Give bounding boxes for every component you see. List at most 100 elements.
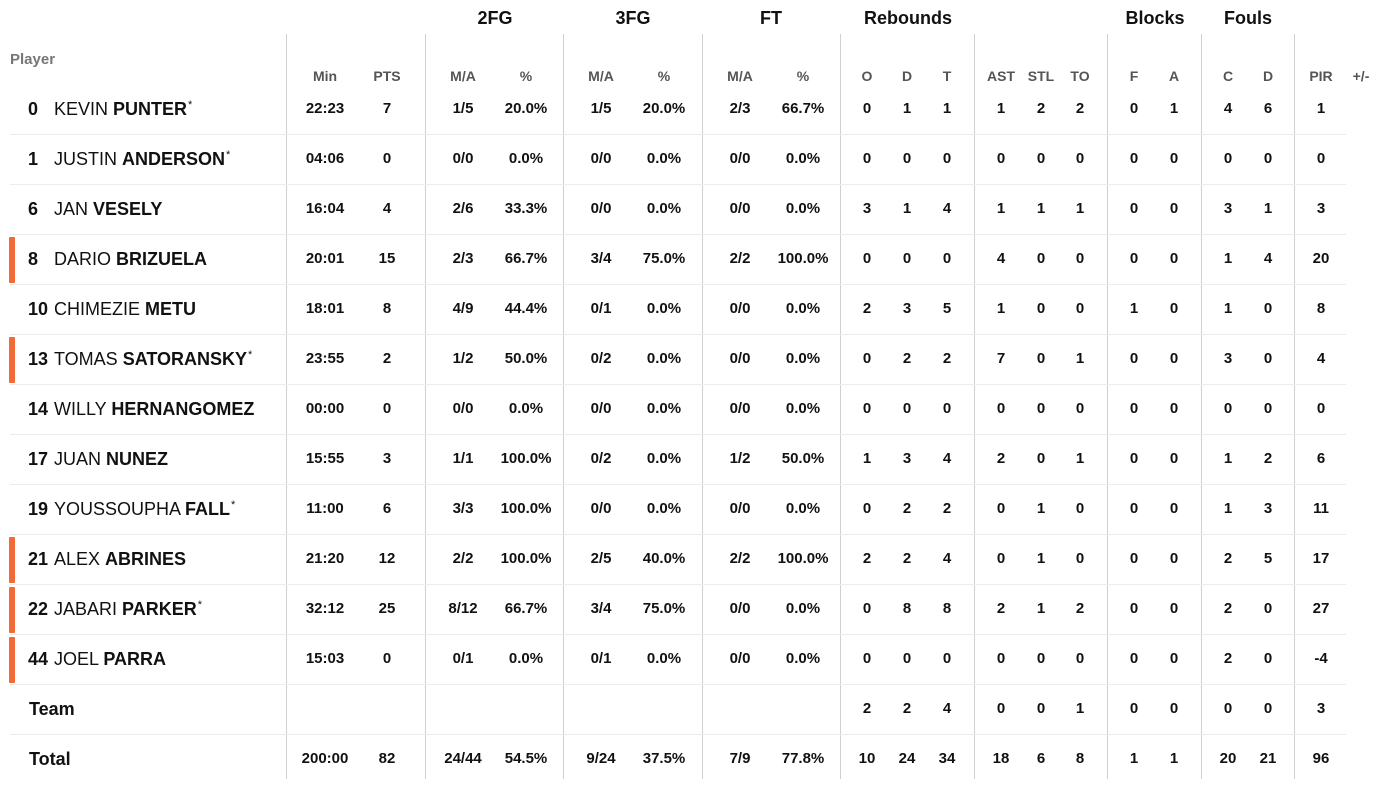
table-row[interactable]: 6 JAN VESELY 16:04 4 2/6 33.3% 0/0 0.0% 0/0 0.0% 3… [0, 185, 1373, 235]
player-last-name: BRIZUELA [116, 249, 208, 269]
stat-cell: 0 [1223, 700, 1233, 717]
stat-cell: 96 [1312, 750, 1330, 767]
column-header: O [861, 68, 873, 84]
column-divider [563, 34, 564, 779]
column-divider [1107, 34, 1108, 779]
group-header-blocks: Blocks [1125, 8, 1185, 28]
column-header: M/A [450, 68, 476, 84]
stat-cell: 5 [942, 300, 952, 317]
stat-cell: 1 [1036, 600, 1046, 617]
stat-cell: 0/0 [729, 300, 751, 317]
column-header: AST [987, 68, 1015, 84]
stat-cell: 6 [382, 500, 392, 517]
stat-cell: 0.0% [646, 200, 682, 217]
stat-cell: 0 [1263, 400, 1273, 417]
table-row[interactable]: 0 KEVIN PUNTER* 22:23 7 1/5 20.0% 1/5 20.0% 2/3 6… [0, 85, 1373, 135]
stat-cell: 0 [942, 400, 952, 417]
stat-cell: 0 [1129, 250, 1139, 267]
stat-cell: 3/4 [590, 250, 612, 267]
stat-cell: 20 [1312, 250, 1330, 267]
column-header: T [942, 68, 952, 84]
table-row[interactable]: 13 TOMAS SATORANSKY* 23:55 2 1/2 50.0% 0/2 0.0%… [0, 335, 1373, 385]
player-last-name: HERNANGOMEZ [111, 399, 255, 419]
stat-cell: 18:01 [305, 300, 345, 317]
stat-cell: 1 [1169, 750, 1179, 767]
stat-cell: 3 [862, 200, 872, 217]
player-name[interactable]: JOEL PARRA [54, 649, 166, 670]
column-header: A [1168, 68, 1180, 84]
group-header-3fg: 3FG [615, 8, 651, 28]
table-row[interactable]: 14 WILLY HERNANGOMEZ 00:00 0 0/0 0.0% 0/0 0.0% 0… [0, 385, 1373, 435]
player-last-name: PUNTER [113, 99, 188, 119]
stat-cell: 1 [1316, 100, 1326, 117]
stat-cell: 3 [1263, 500, 1273, 517]
stat-cell: 0 [942, 650, 952, 667]
player-number: 19 [28, 499, 49, 519]
player-name[interactable]: DARIO BRIZUELA [54, 249, 207, 270]
stat-cell: 1 [996, 300, 1006, 317]
stat-cell: 2 [942, 350, 952, 367]
player-last-name: PARRA [103, 649, 167, 669]
stat-cell: 1 [1223, 450, 1233, 467]
stat-cell: 10 [858, 750, 876, 767]
player-name[interactable]: JABARI PARKER* [54, 599, 202, 620]
stat-cell: 21 [1259, 750, 1277, 767]
stat-cell: 1 [1036, 550, 1046, 567]
stat-cell: 2 [382, 350, 392, 367]
stat-cell: 100.0% [777, 250, 829, 267]
player-name[interactable]: JUSTIN ANDERSON* [54, 149, 230, 170]
stat-cell: 0.0% [508, 650, 544, 667]
stat-cell: 11 [1313, 500, 1329, 517]
table-row[interactable]: 8 DARIO BRIZUELA 20:01 15 2/3 66.7% 3/4 75.0% 2/… [0, 235, 1373, 285]
stat-cell: 1 [1075, 700, 1085, 717]
stat-cell: 4 [996, 250, 1006, 267]
stat-cell: 4 [942, 550, 952, 567]
stat-cell: 0 [1263, 150, 1273, 167]
player-name[interactable]: ALEX ABRINES [54, 549, 186, 570]
table-row[interactable]: 44 JOEL PARRA 15:03 0 0/1 0.0% 0/1 0.0% 0/0 0.0% 0… [0, 635, 1373, 685]
player-name[interactable]: WILLY HERNANGOMEZ [54, 399, 254, 420]
stat-cell: 66.7% [504, 250, 548, 267]
stat-cell: 0 [1036, 250, 1046, 267]
table-row[interactable]: 10 CHIMEZIE METU 18:01 8 4/9 44.4% 0/1 0.0% 0/0 0… [0, 285, 1373, 335]
stat-cell: 0 [1263, 300, 1273, 317]
player-number: 21 [28, 549, 49, 569]
stat-cell: 2/2 [452, 550, 474, 567]
player-first-name: JAN [54, 199, 94, 219]
stat-cell: 0 [862, 250, 872, 267]
table-row[interactable]: 19 YOUSSOUPHA FALL* 11:00 6 3/3 100.0% 0/0 0.0%… [0, 485, 1373, 535]
stat-cell: 1 [1263, 200, 1273, 217]
stat-cell: 7 [382, 100, 392, 117]
stat-cell: 20 [1219, 750, 1237, 767]
column-header: D [1262, 68, 1274, 84]
stat-cell: 2 [1223, 550, 1233, 567]
stat-cell: 2/3 [729, 100, 751, 117]
player-first-name: YOUSSOUPHA [54, 499, 186, 519]
stat-cell: 5 [1263, 550, 1273, 567]
stat-cell: 0 [1169, 450, 1179, 467]
column-header: TO [1070, 68, 1090, 84]
player-name[interactable]: JUAN NUNEZ [54, 449, 168, 470]
table-row[interactable]: 22 JABARI PARKER* 32:12 25 8/12 66.7% 3/4 75.0%… [0, 585, 1373, 635]
table-row[interactable]: 1 JUSTIN ANDERSON* 04:06 0 0/0 0.0% 0/0 0.0% 0/0… [0, 135, 1373, 185]
player-name[interactable]: TOMAS SATORANSKY* [54, 349, 252, 370]
stat-cell: 66.7% [504, 600, 548, 617]
table-row[interactable]: 17 JUAN NUNEZ 15:55 3 1/1 100.0% 0/2 0.0% 1/2 50.… [0, 435, 1373, 485]
stat-cell: 0/0 [729, 350, 751, 367]
table-row[interactable]: 21 ALEX ABRINES 21:20 12 2/2 100.0% 2/5 40.0% 2/… [0, 535, 1373, 585]
stat-cell: 0 [1075, 150, 1085, 167]
stat-cell: 0.0% [785, 200, 821, 217]
player-name[interactable]: YOUSSOUPHA FALL* [54, 499, 235, 520]
stat-cell: 0.0% [646, 450, 682, 467]
player-name[interactable]: KEVIN PUNTER* [54, 99, 192, 120]
stat-cell: 0 [1223, 150, 1233, 167]
stat-cell: 44.4% [504, 300, 548, 317]
player-name[interactable]: JAN VESELY [54, 199, 162, 220]
player-name[interactable]: CHIMEZIE METU [54, 299, 196, 320]
stat-cell: 0 [1075, 250, 1085, 267]
stat-cell: 0 [1129, 700, 1139, 717]
stat-cell: 0 [1263, 650, 1273, 667]
stat-cell: 6 [1316, 450, 1326, 467]
total-row: Total 200:00 82 24/44 54.5% 9/24 37.5% 7/9 77.8%… [0, 735, 1373, 785]
column-header: +/- [1352, 68, 1370, 84]
